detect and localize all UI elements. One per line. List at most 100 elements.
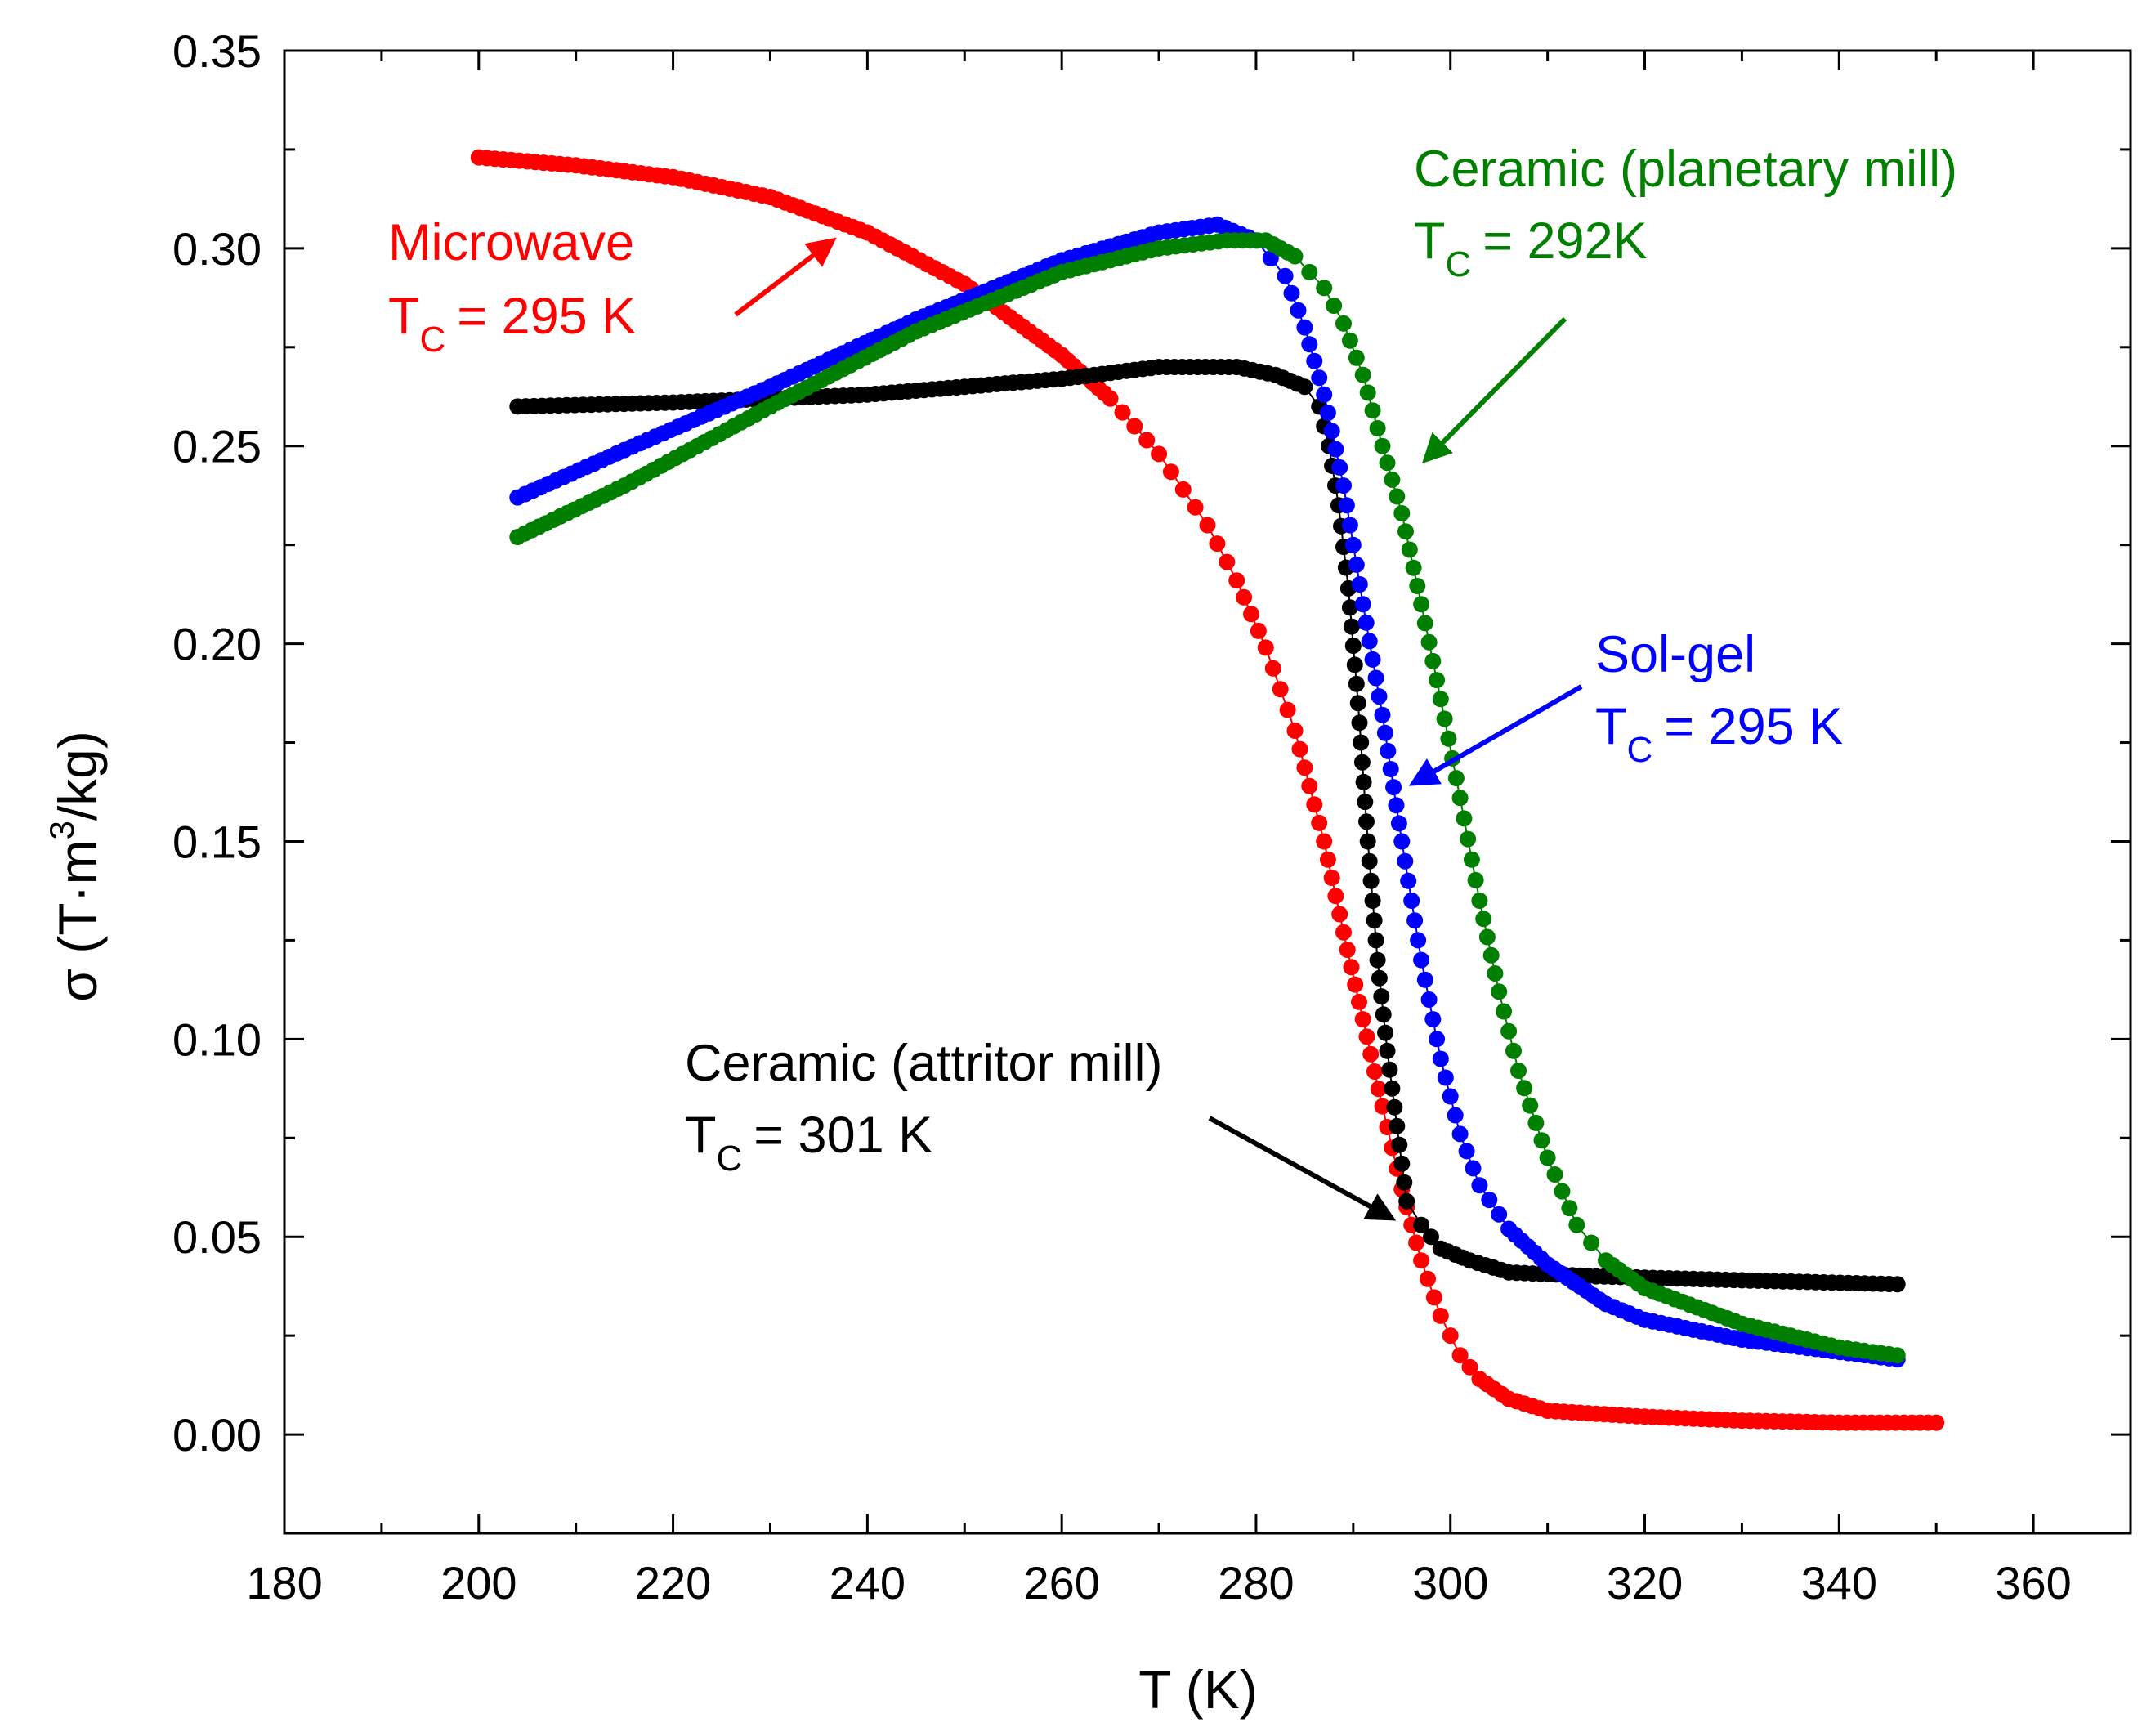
data-point [1408,1234,1425,1251]
x-tick-label: 220 [635,1557,711,1608]
data-point [1374,706,1391,723]
data-point [1409,578,1426,594]
data-point [1374,1098,1391,1115]
data-point [1389,488,1406,505]
data-point [1327,441,1344,458]
data-point [1491,983,1508,1000]
annotation-attritor-mill-tc: TC = 301 K [685,1107,932,1179]
data-point [1413,1216,1430,1233]
data-point [1405,559,1422,576]
annotation-planetary-mill-arrow [1421,316,1567,464]
data-point [1326,298,1343,314]
data-point [1389,1117,1406,1134]
data-point [1358,1028,1375,1045]
data-point [1349,695,1366,712]
data-point [1187,499,1204,516]
data-point [1391,1136,1408,1153]
data-point [1367,932,1384,949]
annotation-microwave-tc: TC = 295 K [388,288,636,360]
annotation-attritor-mill-label: Ceramic (attritor mill) [685,1035,1163,1092]
data-point [1272,681,1289,698]
data-point [1889,1347,1906,1364]
data-point [1331,459,1348,476]
data-point [1889,1276,1906,1293]
data-point [1296,319,1313,336]
data-point [1398,1192,1415,1210]
y-tick-label: 0.35 [172,25,262,77]
data-point [1366,912,1383,929]
data-point [1568,1216,1585,1233]
data-point [1357,794,1374,811]
data-point [1341,332,1358,349]
data-point [1290,302,1307,319]
annotation-attritor-mill-arrow [1208,1116,1397,1221]
data-point [1928,1414,1945,1431]
data-point [1236,588,1253,606]
data-point [1331,906,1348,923]
data-point [1456,810,1473,827]
data-point [1358,813,1375,830]
data-point [1420,1270,1436,1287]
x-tick-label: 320 [1607,1557,1683,1608]
data-point [1451,1347,1469,1364]
data-point [1344,638,1362,654]
annotation-microwave: Microwave TC = 295 K [388,214,837,360]
data-point [1364,893,1381,909]
x-tick-label: 300 [1412,1557,1488,1608]
data-point [1343,618,1360,635]
data-point [1319,851,1336,868]
data-point [1396,1174,1413,1191]
data-point [1374,437,1391,454]
series-layer [470,149,1945,1431]
data-point [1478,928,1496,946]
data-point [1257,639,1274,656]
data-point [1362,1045,1380,1063]
data-point [1451,790,1469,807]
x-tick-label: 240 [830,1557,906,1608]
data-point [1243,606,1259,623]
data-point [1437,1069,1454,1086]
data-point [1348,675,1365,692]
data-point [1361,633,1378,650]
data-point [1151,445,1168,463]
x-tick-label: 200 [440,1557,517,1608]
data-point [1413,596,1430,613]
data-point [1546,1166,1563,1183]
data-point [1228,572,1245,589]
data-point [1487,965,1504,982]
data-point [1413,951,1430,969]
x-tick-label: 340 [1801,1557,1877,1608]
annotation-attritor-mill: Ceramic (attritor mill) TC = 301 K [685,1035,1397,1221]
data-point [1416,615,1433,632]
data-point [1465,1160,1482,1177]
data-point [1316,386,1333,403]
data-point [1381,1061,1398,1078]
data-point [1382,761,1399,777]
data-point [1460,830,1477,848]
data-point [1343,959,1360,976]
y-tick-label: 0.20 [172,619,262,670]
data-point [1296,378,1313,396]
data-point [1393,1155,1411,1172]
data-point [1102,390,1119,407]
data-point [1410,932,1427,949]
data-point [1425,1289,1442,1306]
data-point [1376,724,1393,741]
data-point [1339,942,1356,958]
data-point [1369,420,1386,436]
data-point [1432,691,1449,708]
data-point [1424,1011,1442,1028]
data-point [1359,384,1376,401]
data-point [1353,754,1371,771]
data-point [1250,622,1267,639]
data-point [1397,523,1414,540]
data-point [1440,730,1457,747]
annotation-sol-gel-tc: TC = 295 K [1595,698,1843,770]
data-point [1296,759,1313,776]
y-tick-label: 0.15 [172,816,262,867]
data-point [1420,991,1438,1008]
data-point [1277,267,1294,284]
data-point [1306,352,1323,369]
data-point [1442,1088,1459,1105]
data-point [1416,971,1433,988]
